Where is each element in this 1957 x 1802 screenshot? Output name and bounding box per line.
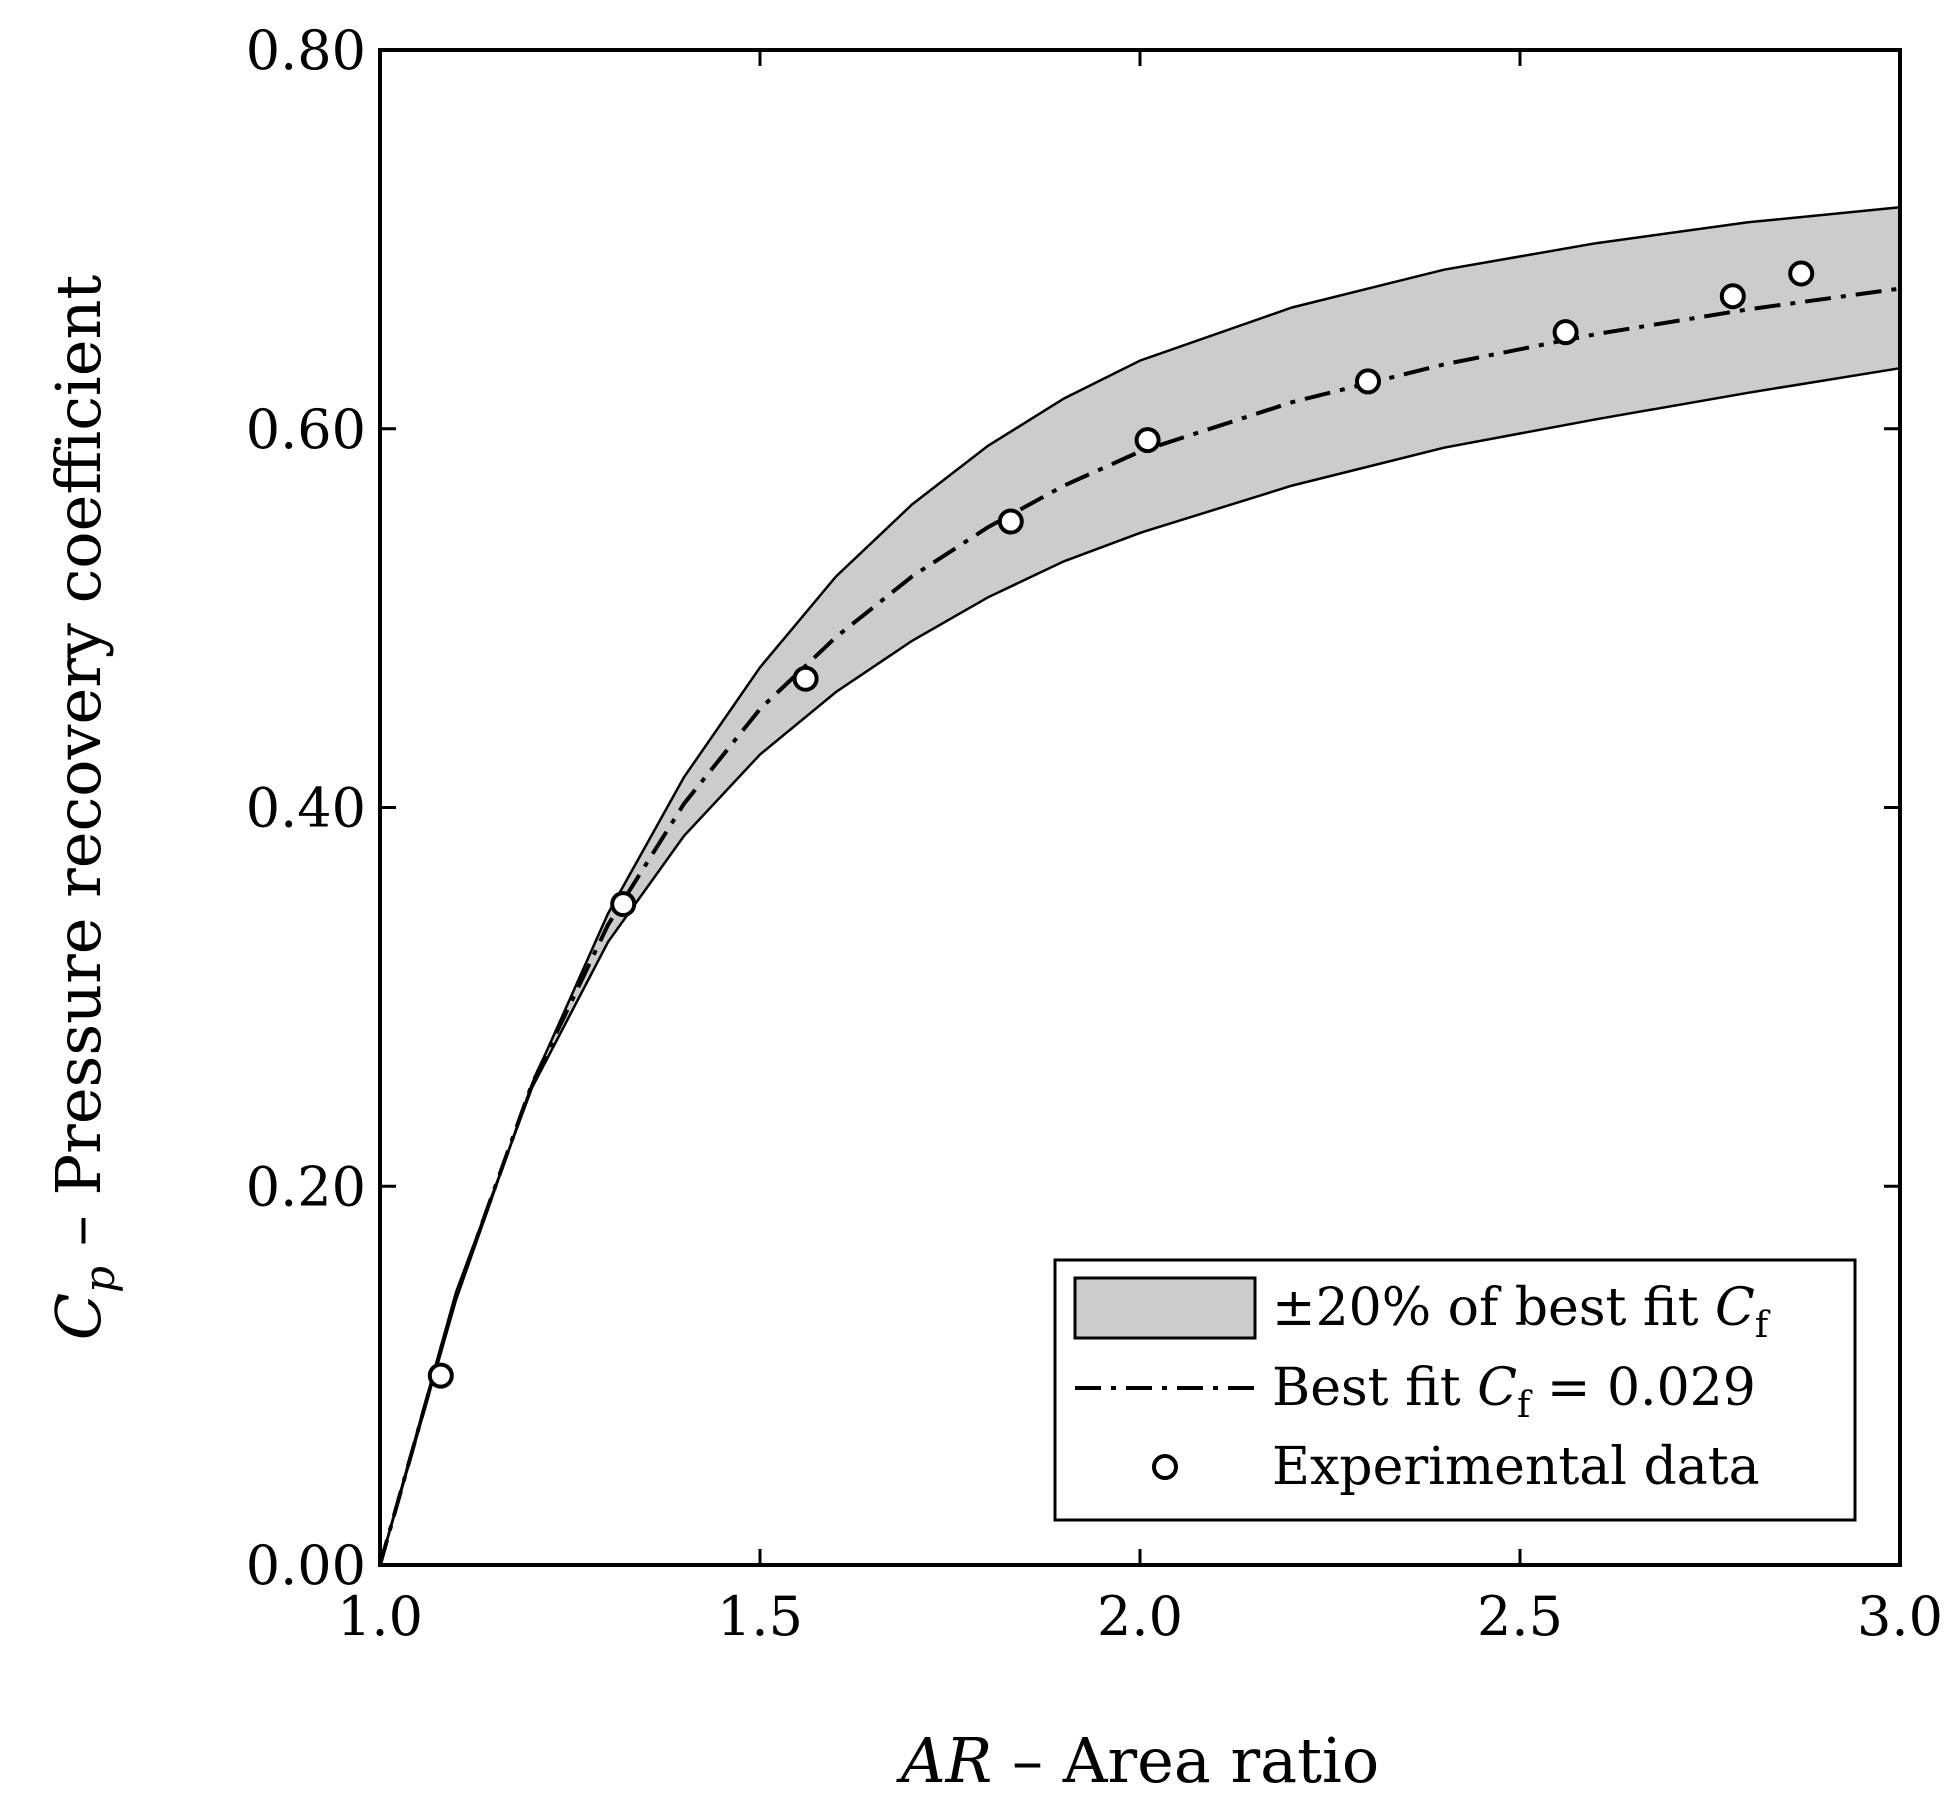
data-point — [1355, 368, 1381, 395]
data-point — [792, 665, 819, 692]
y-tick-label: 0.60 — [246, 398, 366, 461]
legend-entry-best-fit: Best fit Cf = 0.029 — [1272, 1358, 1756, 1426]
data-point — [427, 1362, 454, 1389]
x-tick-label: 1.5 — [717, 1585, 803, 1648]
y-tick-label: 0.20 — [246, 1155, 366, 1218]
uncertainty-band — [380, 207, 1900, 1566]
y-tick-label: 0.80 — [246, 19, 366, 82]
data-point — [1134, 427, 1161, 454]
legend-entry-experimental: Experimental data — [1272, 1437, 1760, 1497]
y-axis-title: Cp – Pressure recovery coefficient — [42, 275, 124, 1341]
x-tick-label: 2.0 — [1097, 1585, 1183, 1648]
legend-marker-swatch — [1152, 1454, 1178, 1480]
x-tick-label: 2.5 — [1477, 1585, 1563, 1648]
best-fit-line — [378, 286, 1901, 1566]
legend-entry-band: ±20% of best fit Cf — [1272, 1278, 1771, 1346]
x-tick-label: 3.0 — [1857, 1585, 1943, 1648]
band-lower-line — [378, 366, 1901, 1566]
legend-band-swatch — [1073, 1276, 1257, 1340]
data-point — [1788, 260, 1815, 287]
data-point — [610, 891, 637, 918]
data-point — [997, 508, 1024, 535]
data-point — [1719, 283, 1746, 310]
data-point — [1552, 319, 1579, 346]
y-tick-label: 0.40 — [246, 777, 366, 840]
legend: ±20% of best fit Cf Best fit Cf = 0.029 … — [1053, 1258, 1857, 1522]
x-tick-label: 1.0 — [337, 1585, 423, 1648]
band-upper-line — [378, 205, 1901, 1566]
y-tick-label: 0.00 — [246, 1534, 366, 1597]
x-axis-title: AR – Area ratio — [896, 1724, 1379, 1797]
